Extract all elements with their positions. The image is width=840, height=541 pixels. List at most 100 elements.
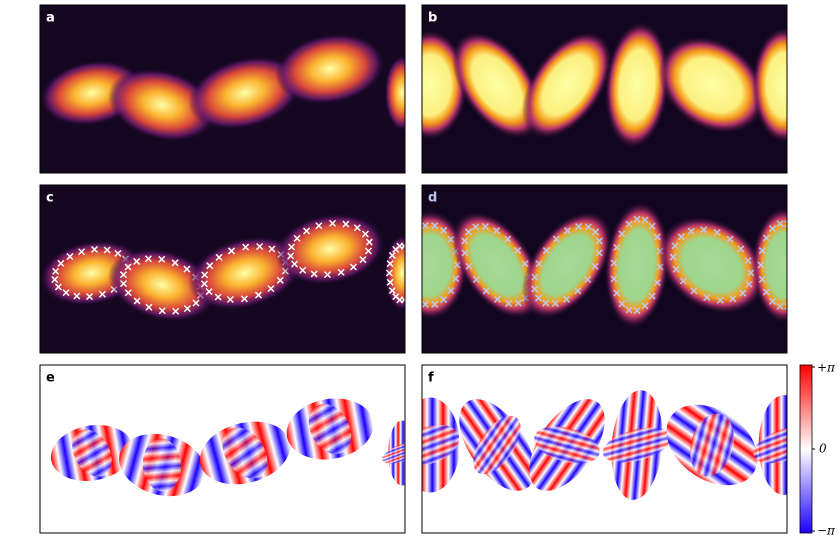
cross-marker <box>574 287 582 295</box>
cross-marker <box>757 261 765 269</box>
cross-marker <box>563 227 571 235</box>
cross-marker <box>413 227 419 233</box>
cross-marker <box>431 222 439 230</box>
cross-marker <box>641 302 649 310</box>
cross-marker <box>226 295 234 304</box>
cross-marker <box>493 227 501 235</box>
cross-marker <box>534 294 543 302</box>
colorbar-label: −π <box>817 524 836 538</box>
cross-marker <box>768 297 776 305</box>
cross-marker <box>447 287 455 295</box>
cross-marker <box>386 278 394 286</box>
cross-marker <box>206 262 214 270</box>
phase-region <box>422 424 460 466</box>
panel-image <box>422 390 787 500</box>
cross-marker <box>641 216 649 224</box>
cross-marker <box>551 299 559 308</box>
panel-label: f <box>428 371 434 386</box>
cross-marker <box>256 242 264 251</box>
cross-marker <box>62 289 70 297</box>
phase-region <box>308 404 352 454</box>
cross-marker <box>591 262 599 270</box>
cross-marker <box>440 226 448 234</box>
cross-marker <box>758 275 766 283</box>
cross-marker <box>729 295 737 303</box>
cross-marker <box>337 268 345 276</box>
cross-marker <box>78 248 86 256</box>
panel-image <box>40 213 417 322</box>
cross-marker <box>481 222 489 231</box>
cross-marker <box>648 292 656 300</box>
cross-marker <box>745 280 753 288</box>
panel: c <box>39 184 417 354</box>
cross-marker <box>726 235 734 243</box>
cross-marker <box>784 302 787 310</box>
colorbar <box>799 364 813 534</box>
cross-marker <box>672 265 680 273</box>
cross-marker <box>653 279 661 287</box>
cross-marker <box>411 279 417 285</box>
cross-marker <box>124 289 132 297</box>
cross-marker <box>625 220 633 228</box>
cross-marker <box>739 289 747 297</box>
panel-image <box>50 398 405 497</box>
phase-region <box>382 442 405 464</box>
panel-label: a <box>46 11 55 26</box>
cross-marker <box>762 288 770 296</box>
cross-marker <box>145 303 153 311</box>
cross-marker <box>677 233 685 241</box>
cross-marker <box>228 247 236 255</box>
cross-marker <box>365 238 373 246</box>
cross-marker <box>461 237 469 245</box>
cross-marker <box>90 245 99 253</box>
cross-marker <box>799 289 805 295</box>
cross-marker <box>315 222 323 230</box>
cross-marker <box>713 228 721 237</box>
cross-marker <box>120 280 128 288</box>
cross-marker <box>73 292 81 300</box>
cross-marker <box>323 271 332 279</box>
cross-marker <box>172 307 180 315</box>
cross-marker <box>793 298 799 304</box>
cross-marker <box>531 273 539 281</box>
cloud <box>521 211 613 319</box>
panel-image <box>422 21 787 149</box>
cross-marker <box>299 266 307 274</box>
cross-marker <box>291 260 299 268</box>
cross-marker <box>610 275 618 283</box>
cross-marker <box>440 296 448 304</box>
cross-marker <box>171 259 179 267</box>
cross-marker <box>542 247 550 255</box>
cross-marker <box>183 265 191 273</box>
cross-marker <box>793 226 799 232</box>
cross-marker <box>803 248 809 254</box>
cross-marker <box>618 300 626 308</box>
cross-marker <box>119 271 127 279</box>
cross-marker <box>409 252 415 258</box>
cross-marker <box>461 249 469 257</box>
cross-marker <box>452 275 460 283</box>
colorbar-label: 0 <box>819 442 827 456</box>
cross-marker <box>310 270 318 278</box>
cross-marker <box>595 249 603 257</box>
cross-marker <box>613 243 621 251</box>
cross-marker <box>406 288 412 294</box>
panel: e <box>39 364 406 534</box>
cross-marker <box>57 259 65 267</box>
phase-region <box>534 426 600 464</box>
cross-marker <box>124 263 132 271</box>
panel-label: b <box>428 11 437 26</box>
cross-marker <box>388 251 396 259</box>
cross-marker <box>563 295 571 303</box>
cloud <box>275 33 385 105</box>
cross-marker <box>521 260 529 268</box>
cross-marker <box>803 276 809 282</box>
panel-label: c <box>46 191 54 206</box>
cross-marker <box>591 228 600 236</box>
cross-marker <box>514 299 522 307</box>
cross-marker <box>66 253 74 261</box>
colorbar-label: +π <box>817 361 836 375</box>
cross-marker <box>472 275 480 283</box>
cross-marker <box>268 245 276 253</box>
